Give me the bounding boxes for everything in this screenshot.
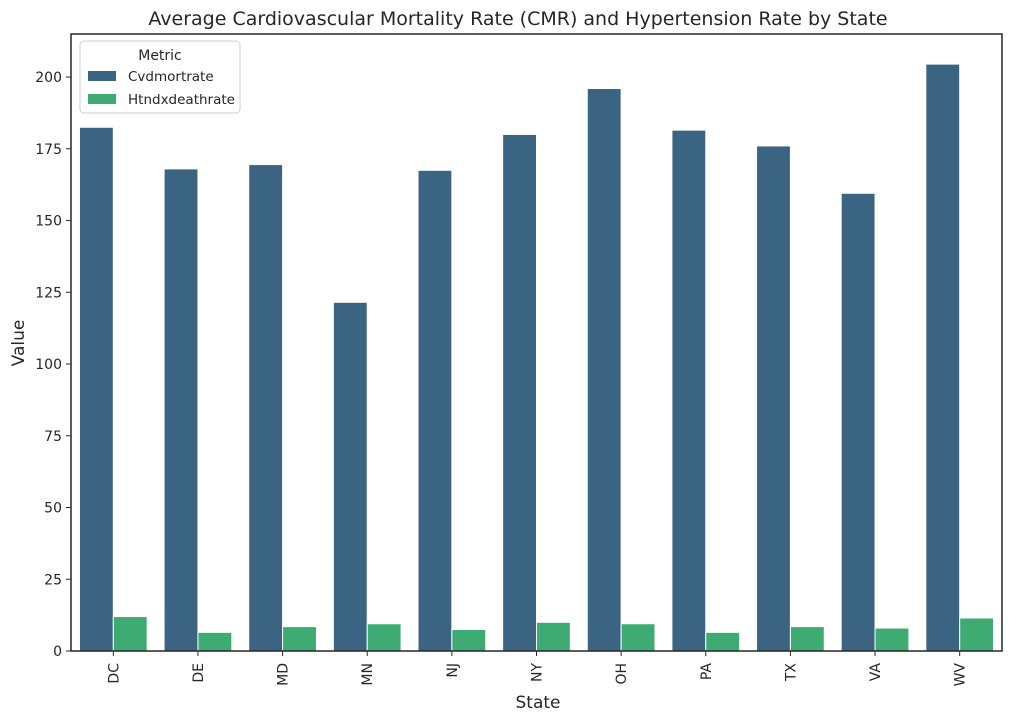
bar-htndxdeathrate-pa [705, 631, 741, 652]
bar-htndxdeathrate-md [282, 626, 317, 652]
legend-swatch-cvdmortrate [88, 71, 116, 81]
bar-htndxdeathrate-de [197, 631, 233, 652]
x-tick-label: DE [191, 663, 207, 683]
y-tick-label: 75 [44, 429, 62, 445]
bar-cvdmortrate-pa [671, 129, 707, 652]
bar-htndxdeathrate-ny [536, 621, 571, 652]
legend-swatch-htndxdeathrate [88, 94, 116, 104]
bar-cvdmortrate-ny [502, 133, 537, 652]
bar-htndxdeathrate-wv [959, 617, 995, 652]
legend-box [79, 40, 241, 114]
y-ticks-group: 0 25 50 75 100 125 150 175 200 [35, 70, 71, 660]
legend-label-cvdmortrate: Cvdmortrate [128, 69, 214, 85]
bars-group [78, 63, 995, 652]
bar-cvdmortrate-de [163, 168, 199, 652]
x-axis-label: State [516, 693, 561, 713]
legend-title: Metric [138, 48, 182, 64]
y-tick-label: 150 [35, 214, 62, 230]
bar-cvdmortrate-md [248, 164, 284, 652]
bar-cvdmortrate-oh [586, 88, 622, 652]
plot-frame [70, 33, 1003, 652]
chart-title: Average Cardiovascular Mortality Rate (C… [148, 8, 887, 30]
y-tick-label: 25 [44, 572, 62, 588]
y-tick-label: 0 [53, 644, 62, 660]
y-tick-label: 100 [35, 357, 62, 373]
x-tick-label: MD [276, 663, 292, 686]
y-tick-label: 125 [35, 285, 62, 301]
x-tick-label: DC [106, 663, 122, 684]
legend: Metric Cvdmortrate Htndxdeathrate [79, 40, 241, 114]
x-tick-label: WV [953, 663, 969, 687]
bar-cvdmortrate-nj [417, 169, 453, 652]
x-ticks-group: DC DE MD MN NJ NY OH PA TX VA WV [106, 651, 969, 687]
x-tick-label: NJ [445, 663, 461, 678]
bar-cvdmortrate-tx [756, 145, 791, 652]
x-tick-label: OH [614, 663, 630, 685]
x-tick-label: PA [699, 663, 715, 681]
y-tick-label: 200 [35, 70, 62, 86]
bar-cvdmortrate-mn [332, 301, 368, 652]
bar-htndxdeathrate-oh [620, 623, 656, 652]
x-tick-label: VA [868, 663, 884, 682]
bar-htndxdeathrate-mn [366, 623, 402, 652]
bar-cvdmortrate-dc [78, 126, 114, 652]
bar-htndxdeathrate-nj [451, 628, 487, 652]
y-tick-label: 50 [44, 501, 62, 517]
x-tick-label: TX [783, 663, 799, 683]
bar-cvdmortrate-va [840, 192, 876, 652]
legend-label-htndxdeathrate: Htndxdeathrate [128, 92, 235, 108]
bar-htndxdeathrate-dc [112, 616, 148, 652]
y-axis-label: Value [9, 320, 29, 367]
y-tick-label: 175 [35, 142, 62, 158]
bar-htndxdeathrate-tx [789, 626, 825, 652]
bar-htndxdeathrate-va [874, 627, 910, 652]
x-tick-label: NY [530, 663, 546, 682]
bar-cvdmortrate-wv [925, 63, 961, 652]
x-tick-label: MN [360, 663, 376, 686]
